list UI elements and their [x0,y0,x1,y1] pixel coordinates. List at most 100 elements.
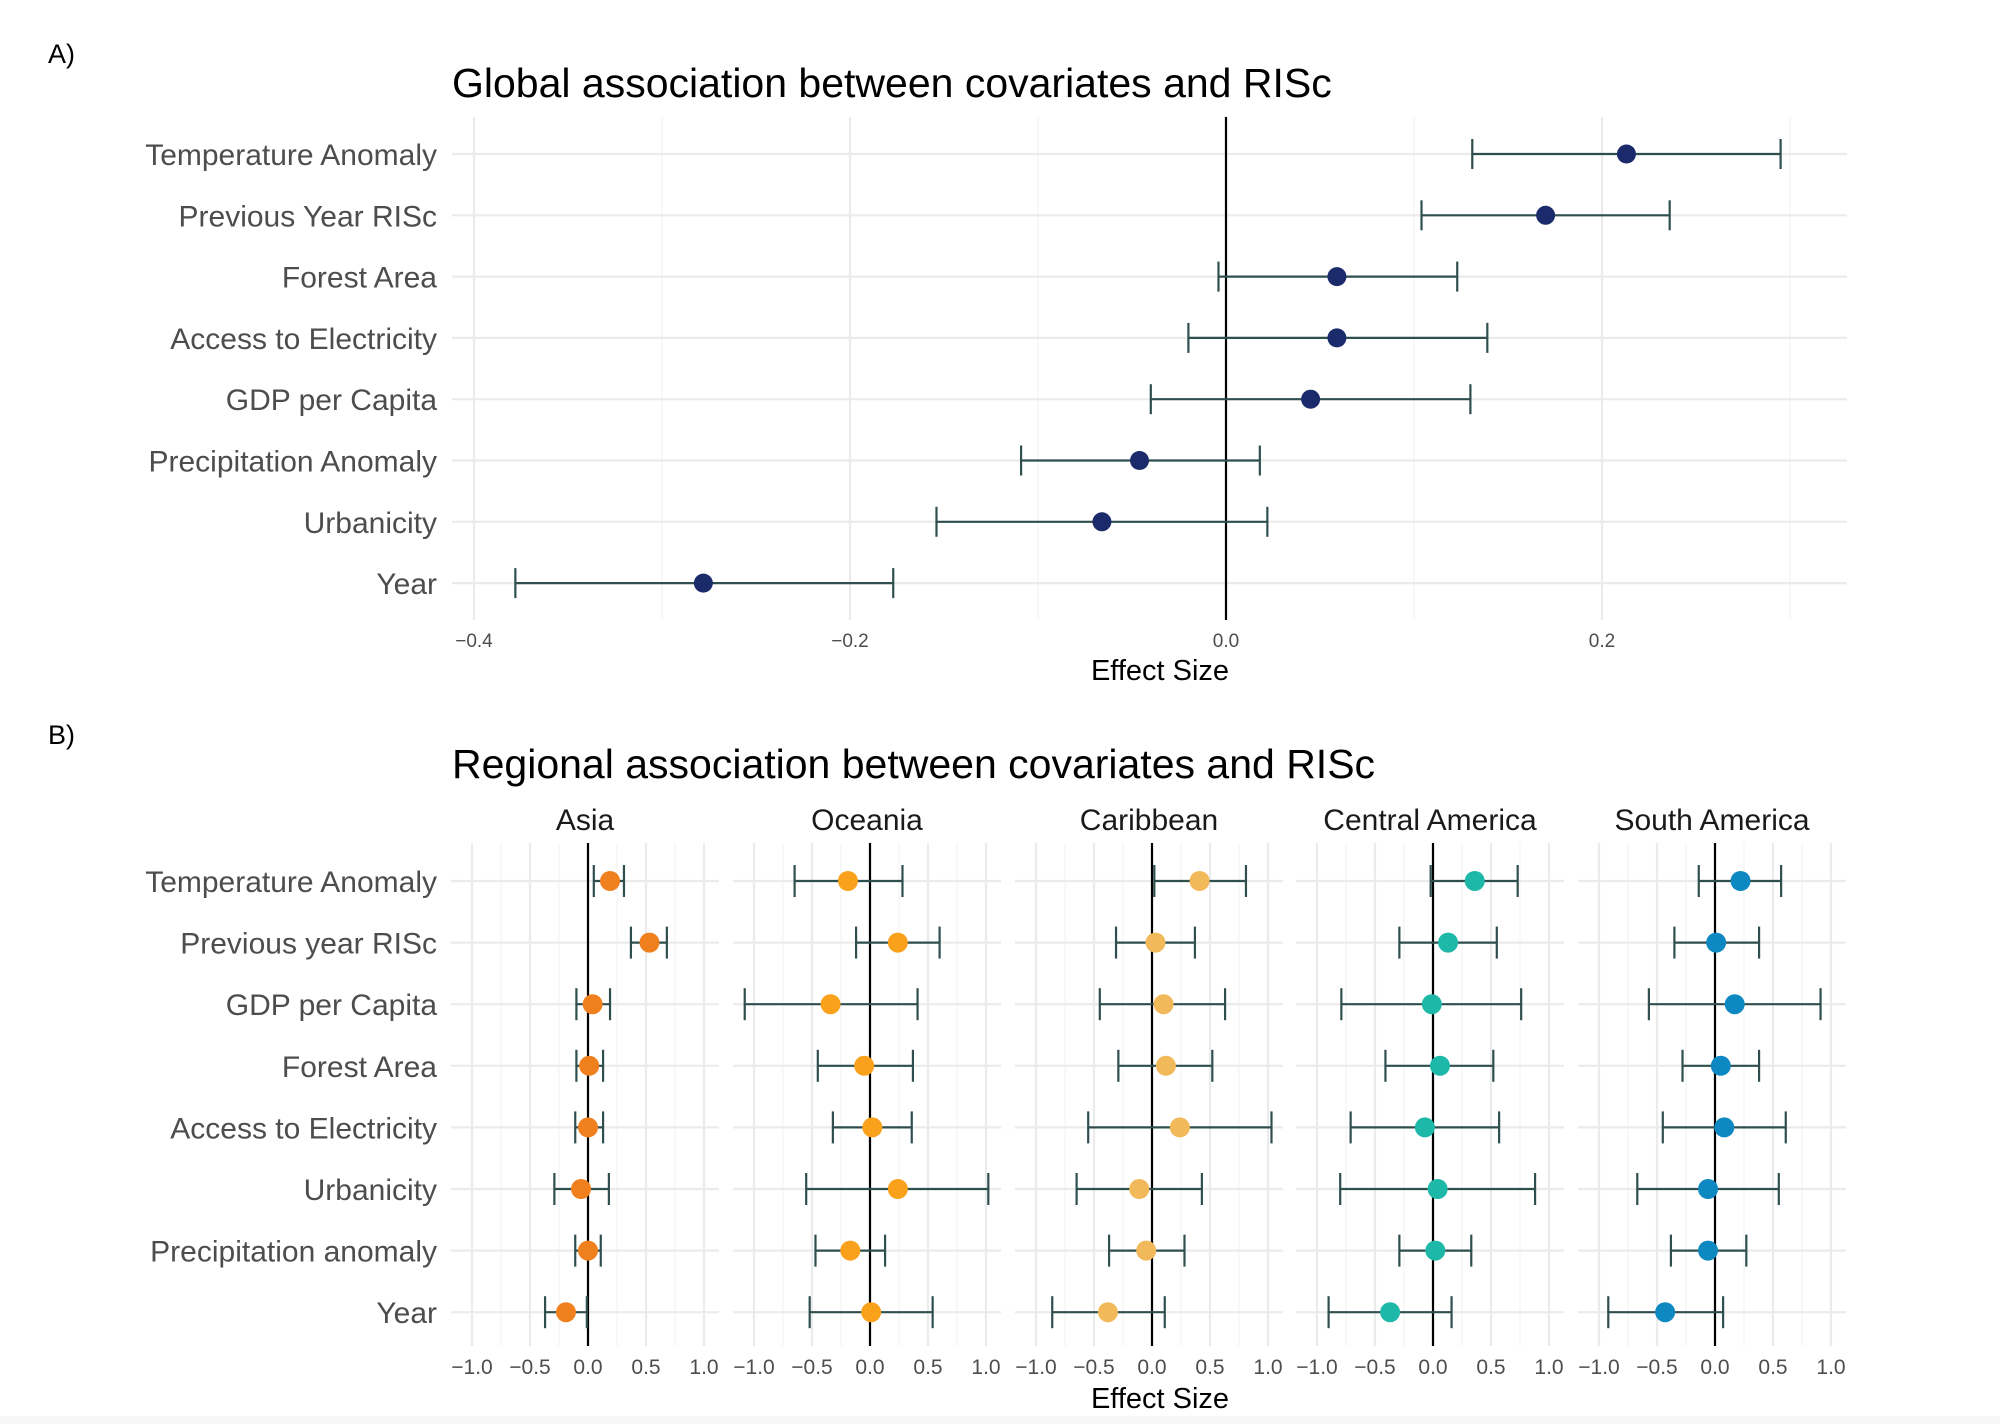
forest-row [514,568,895,599]
forest-row [1339,1173,1537,1205]
x-tick-label: 1.0 [971,1356,1000,1379]
x-tick-label: 0.2 [1589,631,1615,652]
panel-b-x-axis-label: Effect Size [1091,1383,1229,1415]
forest-row [743,988,919,1021]
facet-label: Asia [556,804,615,837]
point-estimate [1425,1240,1446,1261]
forest-row [1087,1111,1273,1144]
x-tick-label: 0.0 [1213,631,1239,652]
x-tick-label: 1.0 [689,1356,718,1379]
x-tick-label: 1.0 [1534,1356,1563,1379]
y-tick-label: Forest Area [282,262,437,295]
forest-row [1384,1049,1495,1082]
point-estimate [1414,1117,1435,1138]
x-tick-label: −1.0 [1015,1356,1056,1379]
panel-a-x-axis-label: Effect Size [1091,655,1229,687]
panel-a-marks [514,139,1782,599]
y-tick-label: Urbanicity [304,1174,437,1207]
point-estimate [1136,1240,1157,1261]
point-estimate [1438,932,1459,953]
forest-row [1636,1173,1780,1205]
forest-row [1669,1234,1748,1267]
forest-row [1398,1234,1473,1267]
x-tick-label: −0.2 [831,631,869,652]
forest-row [1149,384,1472,415]
point-estimate [579,1055,600,1076]
point-estimate [1301,389,1321,409]
forest-row [575,988,612,1021]
x-tick-label: −0.5 [1354,1356,1395,1379]
point-estimate [887,932,908,953]
point-estimate [555,1302,576,1323]
forest-row [814,1234,887,1267]
forest-row [1607,1296,1725,1329]
point-estimate [1327,328,1347,348]
forest-row [543,1296,588,1329]
point-estimate [887,1179,908,1199]
x-tick-label: 0.0 [1418,1356,1447,1379]
forest-row [1647,988,1822,1021]
forest-row [1187,322,1489,353]
y-tick-label: Previous year RISc [180,928,437,961]
forest-row [1019,445,1261,476]
forest-row [816,1049,915,1082]
point-estimate [1145,932,1166,953]
forest-row [574,1111,605,1144]
x-tick-label: −0.5 [1073,1356,1114,1379]
x-tick-label: 0.0 [855,1356,884,1379]
point-estimate [1706,932,1727,953]
panel-b-title: Regional association between covariates … [452,741,1375,787]
point-estimate [1327,267,1347,287]
point-estimate [1698,1240,1719,1261]
forest-row [574,1234,602,1267]
point-estimate [639,932,660,953]
footer-band [0,1416,2000,1424]
point-estimate [693,573,713,593]
point-estimate [578,1240,598,1261]
forest-row [854,926,941,959]
panel-a-title: Global association between covariates an… [452,60,1332,106]
forest-row [1340,988,1523,1021]
forest-row [553,1173,610,1205]
forest-row [1107,1234,1186,1267]
point-estimate [1616,144,1636,164]
x-tick-label: 0.5 [1758,1356,1787,1379]
x-tick-label: 0.0 [1137,1356,1166,1379]
point-estimate [1464,871,1485,891]
point-estimate [854,1055,875,1076]
forest-row [793,865,904,897]
facet-central-america: Central America −1.0 −0.5 0.0 0.5 1.0 [1296,804,1564,1379]
y-tick-label: GDP per Capita [226,989,438,1022]
forest-row [935,506,1269,537]
point-estimate [1714,1117,1735,1138]
point-estimate [578,1117,598,1138]
forest-row [575,1049,605,1082]
point-estimate [1730,871,1751,891]
point-estimate [1092,512,1112,532]
forest-row [1673,926,1761,959]
point-estimate [1380,1302,1401,1323]
point-estimate [862,1117,883,1138]
panel-b-y-labels: Temperature Anomaly Previous year RISc GDP… [145,866,437,1330]
x-tick-label: −0.5 [791,1356,832,1379]
forest-row [1075,1173,1203,1205]
point-estimate [1429,1055,1450,1076]
forest-row [1098,988,1227,1021]
x-tick-label: 0.5 [1195,1356,1224,1379]
panel-b-tag: B) [48,720,75,750]
point-estimate [582,994,603,1015]
forest-row [1114,926,1197,959]
y-tick-label: Previous Year RISc [179,200,437,233]
x-tick-label: −0.5 [509,1356,550,1379]
forest-row [1153,865,1248,897]
x-tick-label: 0.5 [913,1356,942,1379]
forest-row [1681,1049,1761,1082]
x-tick-label: −0.4 [455,631,493,652]
x-tick-label: −1.0 [1578,1356,1619,1379]
y-tick-label: Temperature Anomaly [145,866,437,899]
facet-asia: Asia −1.0 −0.5 0.0 0.5 1.0 [451,804,719,1379]
forest-row [1349,1111,1501,1144]
panel-a-global: A) Global association between covariates… [48,39,1847,687]
x-tick-label: −0.5 [1636,1356,1677,1379]
